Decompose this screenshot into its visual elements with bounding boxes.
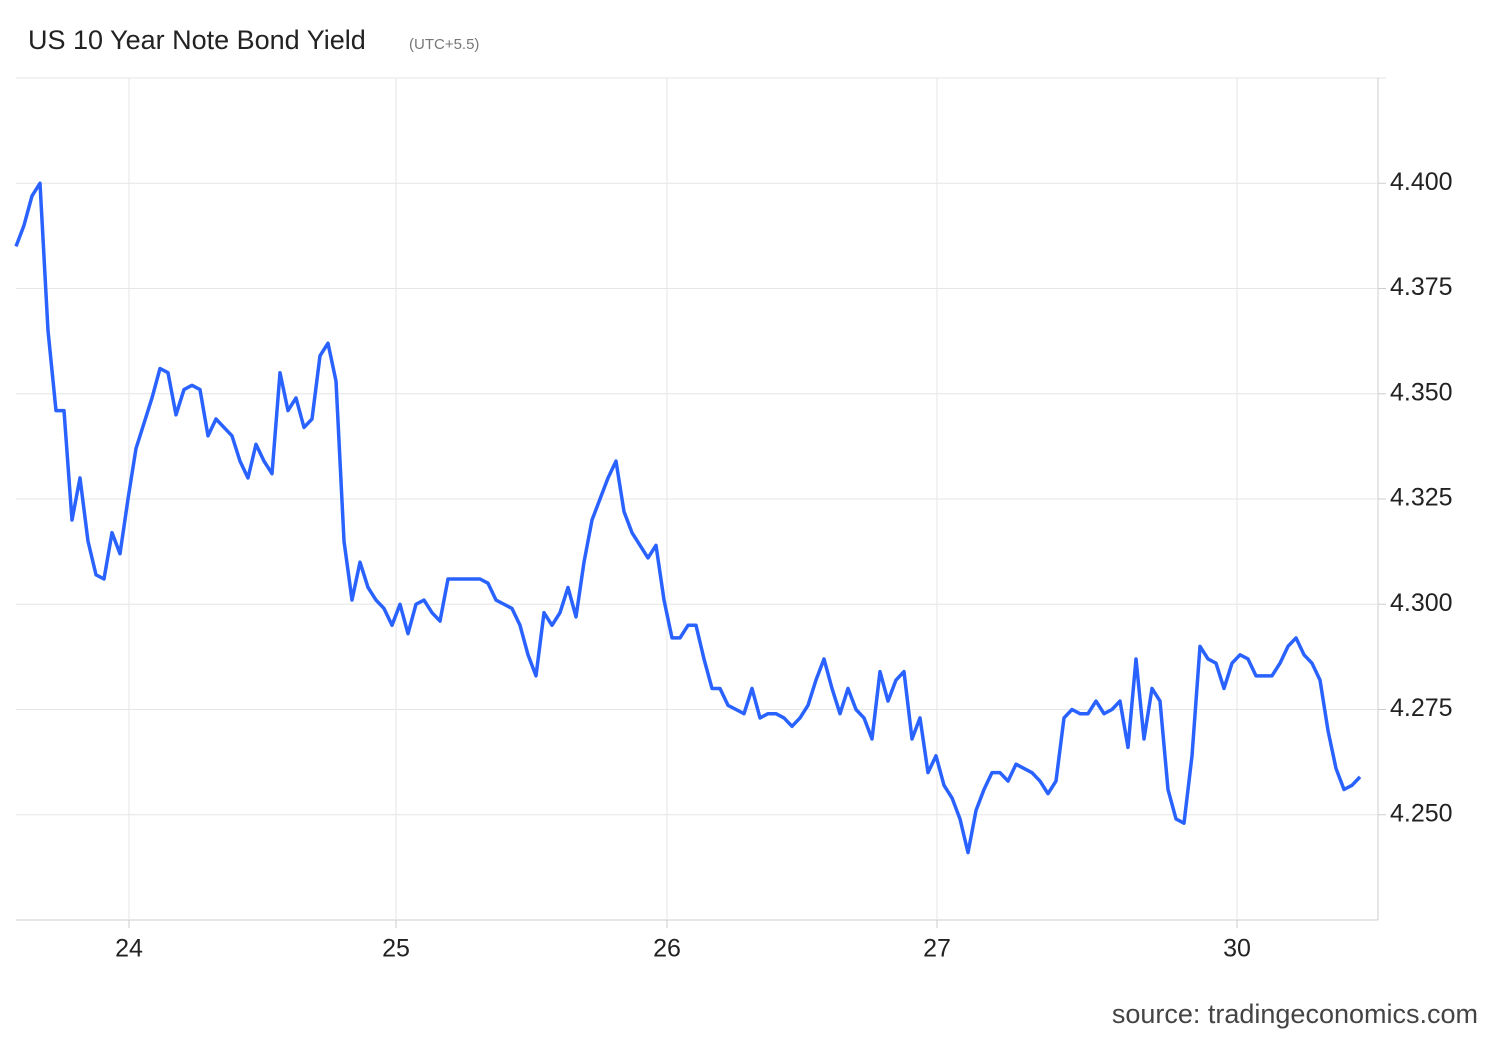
y-tick-label: 4.350 [1390, 378, 1453, 406]
x-tick-label: 25 [382, 935, 410, 963]
y-tick-label: 4.275 [1390, 694, 1453, 722]
chart-title: US 10 Year Note Bond Yield [28, 25, 366, 55]
source-note: source: tradingeconomics.com [1112, 999, 1478, 1029]
chart-subtitle: (UTC+5.5) [409, 36, 479, 53]
x-tick-label: 26 [653, 935, 681, 963]
y-tick-label: 4.325 [1390, 484, 1453, 512]
y-tick-label: 4.300 [1390, 589, 1453, 617]
y-tick-label: 4.375 [1390, 273, 1453, 301]
x-tick-label: 27 [923, 935, 951, 963]
y-tick-label: 4.400 [1390, 168, 1453, 196]
x-tick-label: 24 [115, 935, 143, 963]
x-tick-label: 30 [1223, 935, 1251, 963]
yield-line [14, 181, 1362, 855]
y-tick-label: 4.250 [1390, 799, 1453, 827]
